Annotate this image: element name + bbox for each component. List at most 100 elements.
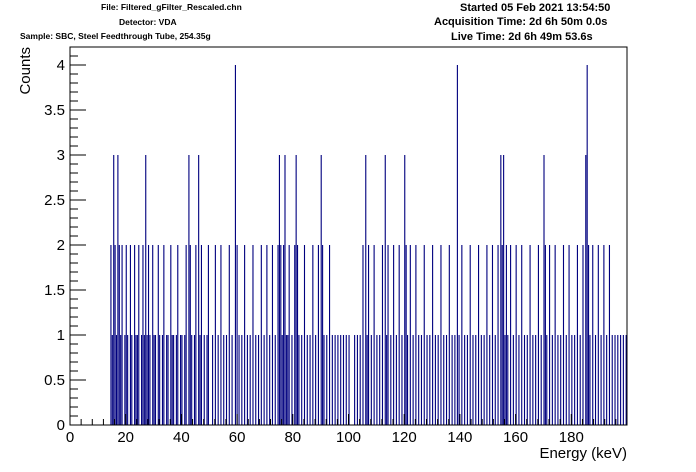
histogram-bar (111, 335, 113, 425)
histogram-bar (134, 245, 136, 425)
histogram-bar (574, 335, 576, 425)
histogram-bar (278, 155, 280, 425)
histogram-bar (603, 245, 605, 425)
x-tick-label: 100 (336, 429, 361, 446)
histogram-bar (180, 335, 182, 425)
histogram-bar (161, 335, 164, 425)
detector-label: Detector: VDA (119, 17, 177, 27)
histogram-bar (163, 245, 165, 425)
histogram-bar (503, 155, 505, 425)
histogram-bar (600, 335, 602, 425)
histogram-bar (505, 245, 507, 425)
histogram-bar (586, 65, 588, 425)
histogram-bar (494, 335, 496, 425)
histogram-bar (614, 335, 616, 425)
histogram-bar (171, 335, 173, 425)
histogram-bar (543, 155, 545, 425)
histogram-bar (518, 335, 520, 425)
histogram-bar (198, 155, 200, 425)
histogram-bar (535, 335, 537, 425)
histogram-bar (461, 245, 463, 425)
histogram-bar (114, 245, 116, 425)
histogram-bar (153, 335, 155, 425)
acquisition-time-label: Acquisition Time: 2d 6h 50m 0.0s (434, 16, 608, 28)
started-label: Started 05 Feb 2021 13:54:50 (460, 2, 611, 14)
histogram-bar (464, 335, 466, 425)
histogram-bar (295, 155, 297, 425)
histogram-bar (263, 335, 265, 425)
histogram-bar (206, 335, 208, 425)
histogram-bar (212, 335, 214, 425)
histogram-bar (200, 245, 202, 425)
histogram-bar (557, 335, 559, 425)
histogram-bar (284, 155, 286, 425)
histogram-bar (469, 245, 471, 425)
histogram-bar (285, 335, 287, 425)
histogram-bar (223, 335, 225, 425)
histogram-bar (173, 335, 175, 425)
histogram-bar (342, 335, 345, 425)
histogram-bar (466, 335, 468, 425)
histogram-bar (588, 245, 590, 425)
histogram-bar (125, 245, 127, 425)
histogram-bar (549, 245, 551, 425)
histogram-bar (234, 65, 236, 425)
histogram-bar (393, 245, 395, 425)
histogram-bar (147, 245, 150, 425)
histogram-bar (315, 335, 317, 425)
histogram-bar (418, 335, 420, 425)
histogram-bar (303, 245, 306, 425)
histogram-bars (110, 65, 627, 425)
y-axis-title: Counts (17, 47, 34, 95)
histogram-bar (296, 245, 299, 425)
y-tick-label: 3.5 (44, 102, 65, 119)
histogram-bar (152, 245, 154, 425)
histogram-bar (617, 335, 619, 425)
histogram-bar (337, 335, 339, 425)
histogram-bar (141, 335, 143, 425)
histogram-bar (398, 245, 400, 425)
y-tick-label: 2.5 (44, 192, 65, 209)
histogram-bar (326, 335, 328, 425)
y-tick-label: 0 (57, 417, 65, 434)
histogram-bar (582, 245, 584, 425)
histogram-bar (611, 335, 613, 425)
histogram-bar (294, 245, 296, 425)
histogram-bar (420, 335, 423, 425)
histogram-bar (124, 335, 126, 425)
histogram-bar (412, 335, 414, 425)
histogram-bar (266, 245, 268, 425)
histogram-bar (592, 245, 594, 425)
histogram-bar (387, 245, 389, 425)
histogram-bar (309, 335, 311, 425)
histogram-bar (241, 335, 243, 425)
histogram-bar (228, 245, 230, 425)
file-label: File: Filtered_gFilter_Rescaled.chn (101, 2, 242, 12)
histogram-bar (589, 335, 591, 425)
histogram-bar (281, 335, 283, 425)
histogram-bar (409, 245, 411, 425)
histogram-bar (500, 155, 502, 425)
histogram-bar (175, 335, 177, 425)
histogram-bar (480, 335, 482, 425)
histogram-bar (191, 335, 193, 425)
sample-label: Sample: SBC, Steel Feedthrough Tube, 254… (20, 31, 211, 41)
histogram-bar (472, 335, 474, 425)
histogram-bar (340, 335, 342, 425)
histogram-bar (437, 335, 439, 425)
histogram-bar (443, 335, 445, 425)
y-tick-label: 2 (57, 237, 65, 254)
histogram-bar (579, 335, 581, 425)
histogram-bar (395, 335, 397, 425)
histogram-bar (544, 245, 546, 425)
histogram-bar (149, 335, 151, 425)
histogram-bar (491, 245, 494, 425)
histogram-bar (625, 335, 627, 425)
x-tick-label: 0 (66, 429, 74, 446)
histogram-bar (376, 335, 378, 425)
histogram-bar (331, 335, 333, 425)
histogram-bar (571, 335, 573, 425)
histogram-bar (620, 335, 622, 425)
histogram-bar (129, 245, 131, 425)
